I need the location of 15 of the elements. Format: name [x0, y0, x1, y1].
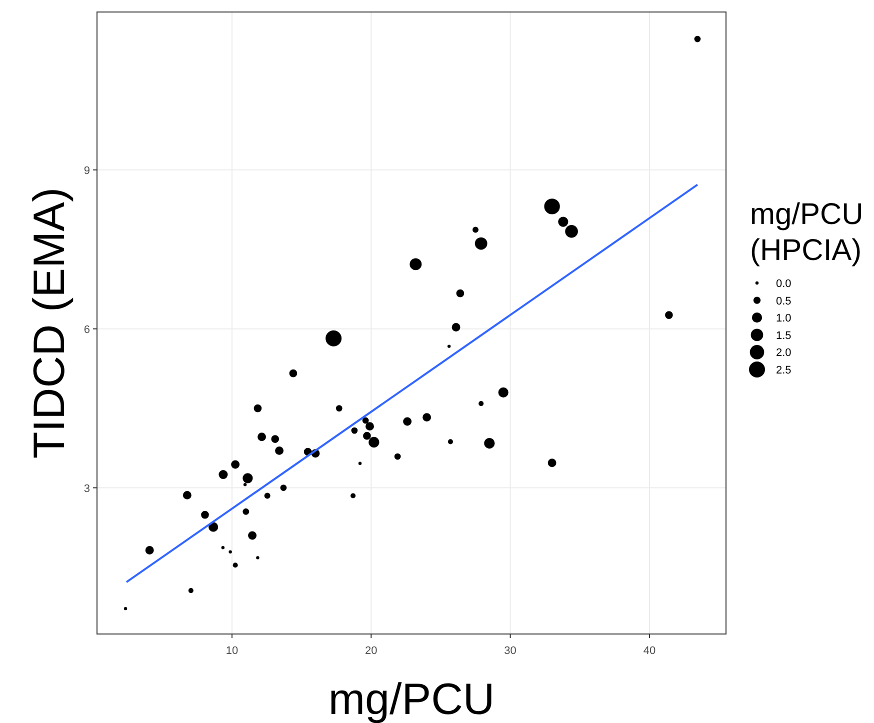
legend-label: 1.0 [776, 312, 792, 325]
y-tick-label: 6 [84, 324, 90, 336]
y-tick-label: 3 [84, 482, 90, 495]
y-tick-label: 9 [84, 164, 90, 177]
x-tick-label: 40 [643, 645, 656, 657]
legend-label: 0.0 [776, 278, 792, 290]
x-tick-label: 20 [365, 645, 378, 657]
legend-label: 1.5 [776, 330, 792, 342]
x-tick-label: 10 [226, 645, 238, 657]
legend-label: 0.5 [776, 295, 792, 308]
y-axis-title: TIDCD (EMA) [25, 187, 74, 459]
legend-label: 2.5 [776, 364, 792, 376]
x-tick-label: 30 [504, 645, 516, 657]
legend-title: mg/PCU (HPCIA) [750, 198, 864, 267]
legend-label: 2.0 [776, 347, 792, 360]
